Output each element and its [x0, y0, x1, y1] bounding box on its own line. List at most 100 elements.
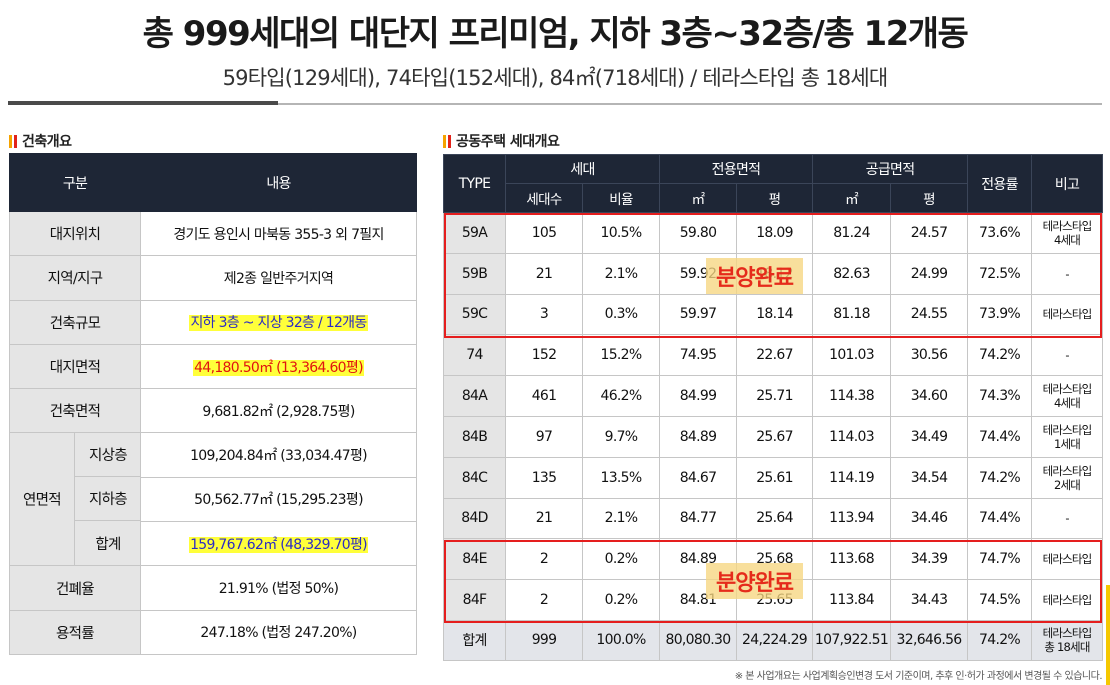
- cell: 101.03: [812, 334, 892, 377]
- note-line: 테라스타입: [1042, 552, 1093, 567]
- cell: 24,224.29: [735, 619, 814, 661]
- type-cell: 84F: [443, 579, 506, 621]
- sub-row-label: 지상층: [75, 433, 141, 478]
- col-subheader: 세대수: [505, 183, 583, 213]
- note-line: 테라스타입: [1042, 463, 1093, 478]
- cell: 25.71: [735, 375, 814, 417]
- section-mark-icon: [443, 134, 446, 148]
- note-line: 2세대: [1053, 477, 1081, 492]
- table-row: 84A 461 46.2% 84.99 25.71 114.38 34.60 74.3% 테라스…: [443, 375, 1103, 417]
- apartment-section-title: 공동주택 세대개요: [443, 131, 560, 151]
- cell: 18.14: [735, 293, 814, 336]
- row-label: 대지위치: [9, 210, 141, 257]
- row-label: 건축규모: [9, 299, 141, 345]
- cell: 74.95: [659, 334, 737, 377]
- sub-row-label: 합계: [95, 536, 121, 553]
- note-line: 테라스타입: [1042, 382, 1093, 397]
- cell: 84.67: [659, 456, 737, 499]
- type-cell: 59B: [443, 252, 506, 295]
- type-cell: 84E: [443, 538, 506, 581]
- table-row: 건축규모 지하 3층 ~ 지상 32층 / 12개동: [9, 299, 417, 345]
- cell: 74.2%: [967, 334, 1033, 377]
- divider: [8, 103, 1102, 105]
- cell: 34.54: [890, 456, 969, 499]
- highlighted-value: 44,180.50㎡ (13,364.60평): [193, 359, 364, 376]
- table-row: 건폐율 21.91% (법정 50%): [9, 565, 417, 611]
- type-cell: 59A: [443, 212, 506, 254]
- cell: 34.46: [890, 497, 969, 540]
- footnote: ※ 본 사업개요는 사업계획승인변경 도서 기준이며, 추후 인·허가 과정에서…: [734, 671, 1103, 682]
- cell: 21: [505, 497, 583, 540]
- col-header: 내용: [140, 153, 417, 212]
- note-line: -: [1065, 266, 1069, 281]
- note-cell: 테라스타입 4세대: [1031, 212, 1103, 254]
- table-row: 용적률 247.18% (법정 247.20%): [9, 609, 417, 655]
- cell: 74.3%: [967, 375, 1033, 417]
- sub-row-label: 지하층: [75, 477, 141, 522]
- cell: 72.5%: [967, 252, 1033, 295]
- cell: 30.56: [890, 334, 969, 377]
- cell: 24.55: [890, 293, 969, 336]
- floor-area-label: 연면적 지상층 지하층 합계: [9, 432, 141, 567]
- type-cell: 84C: [443, 456, 506, 499]
- table-row: 대지위치 경기도 용인시 마북동 355-3 외 7필지: [9, 210, 417, 257]
- note-line: -: [1065, 511, 1069, 526]
- row-value: 제2종 일반주거지역: [140, 255, 417, 301]
- cell: 114.03: [812, 415, 892, 458]
- table-row: 연면적 지상층 지하층 합계 109,204.84㎡ (33,034.47평): [9, 432, 417, 567]
- note-cell: 테라스타입 총 18세대: [1031, 619, 1103, 661]
- table-row: 지역/지구 제2종 일반주거지역: [9, 255, 417, 301]
- col-header: 전용률: [967, 154, 1033, 213]
- table-row: 건축면적 9,681.82㎡ (2,928.75평): [9, 388, 417, 434]
- table-row: 50,562.77㎡ (15,295.23평): [10, 476, 417, 523]
- sold-out-frame: [444, 540, 1102, 623]
- table-header-row: TYPE 세대 전용면적 공급면적 전용률 비고: [443, 154, 1103, 213]
- col-header: 전용면적: [658, 154, 814, 184]
- cell: 74.2%: [967, 619, 1033, 661]
- table-row: 84E 2 0.2% 84.89 25.68 113.68 34.39 74.7% 테라스타입: [443, 538, 1103, 581]
- cell: 22.67: [735, 334, 814, 377]
- table-header-row: 구분 내용: [9, 153, 417, 212]
- col-subheader: 평: [890, 183, 969, 213]
- row-value: 109,204.84㎡ (33,034.47평): [140, 432, 417, 478]
- type-cell: 합계: [443, 619, 506, 661]
- cell: 135: [505, 456, 583, 499]
- cell: 0.2%: [582, 579, 660, 621]
- cell: 2: [505, 579, 583, 621]
- col-subheader: 비율: [582, 183, 660, 213]
- note-line: 총 18세대: [1044, 640, 1090, 655]
- building-section-title: 건축개요: [9, 131, 72, 151]
- table-subheader-row: 세대수 비율 ㎡ 평 ㎡ 평: [444, 183, 1103, 213]
- decorative-edge: [1106, 585, 1110, 685]
- note-cell: 테라스타입 4세대: [1031, 375, 1103, 417]
- cell: 100.0%: [582, 619, 660, 661]
- cell: 18.09: [735, 212, 814, 254]
- row-value: 지하 3층 ~ 지상 32층 / 12개동: [140, 299, 417, 345]
- type-cell: 74: [443, 334, 506, 377]
- cell: 24.57: [890, 212, 969, 254]
- row-label: 대지면적: [9, 343, 141, 390]
- cell: 84.77: [659, 497, 737, 540]
- table-row: 대지면적 44,180.50㎡ (13,364.60평): [9, 343, 417, 390]
- row-label: 건축면적: [9, 388, 141, 434]
- cell: 461: [505, 375, 583, 417]
- cell: 25.64: [735, 497, 814, 540]
- cell: 13.5%: [582, 456, 660, 499]
- cell: 0.3%: [582, 293, 660, 336]
- row-label: 용적률: [9, 609, 141, 655]
- cell: 25.67: [735, 415, 814, 458]
- cell: 74.4%: [967, 497, 1033, 540]
- col-header: 비고: [1031, 154, 1103, 213]
- row-value: 247.18% (법정 247.20%): [140, 609, 417, 655]
- cell: 2: [505, 538, 583, 581]
- cell: 59.97: [659, 293, 737, 336]
- note-line: 1세대: [1053, 436, 1081, 451]
- cell: 2.1%: [582, 252, 660, 295]
- cell: 32,646.56: [890, 619, 969, 661]
- cell: 34.39: [890, 538, 969, 581]
- cell: 34.49: [890, 415, 969, 458]
- cell: 74.5%: [967, 579, 1033, 621]
- row-value: 44,180.50㎡ (13,364.60평): [140, 343, 417, 390]
- page-subtitle: 59타입(129세대), 74타입(152세대), 84㎡(718세대) / 테…: [222, 66, 889, 90]
- row-label: 지역/지구: [9, 255, 141, 301]
